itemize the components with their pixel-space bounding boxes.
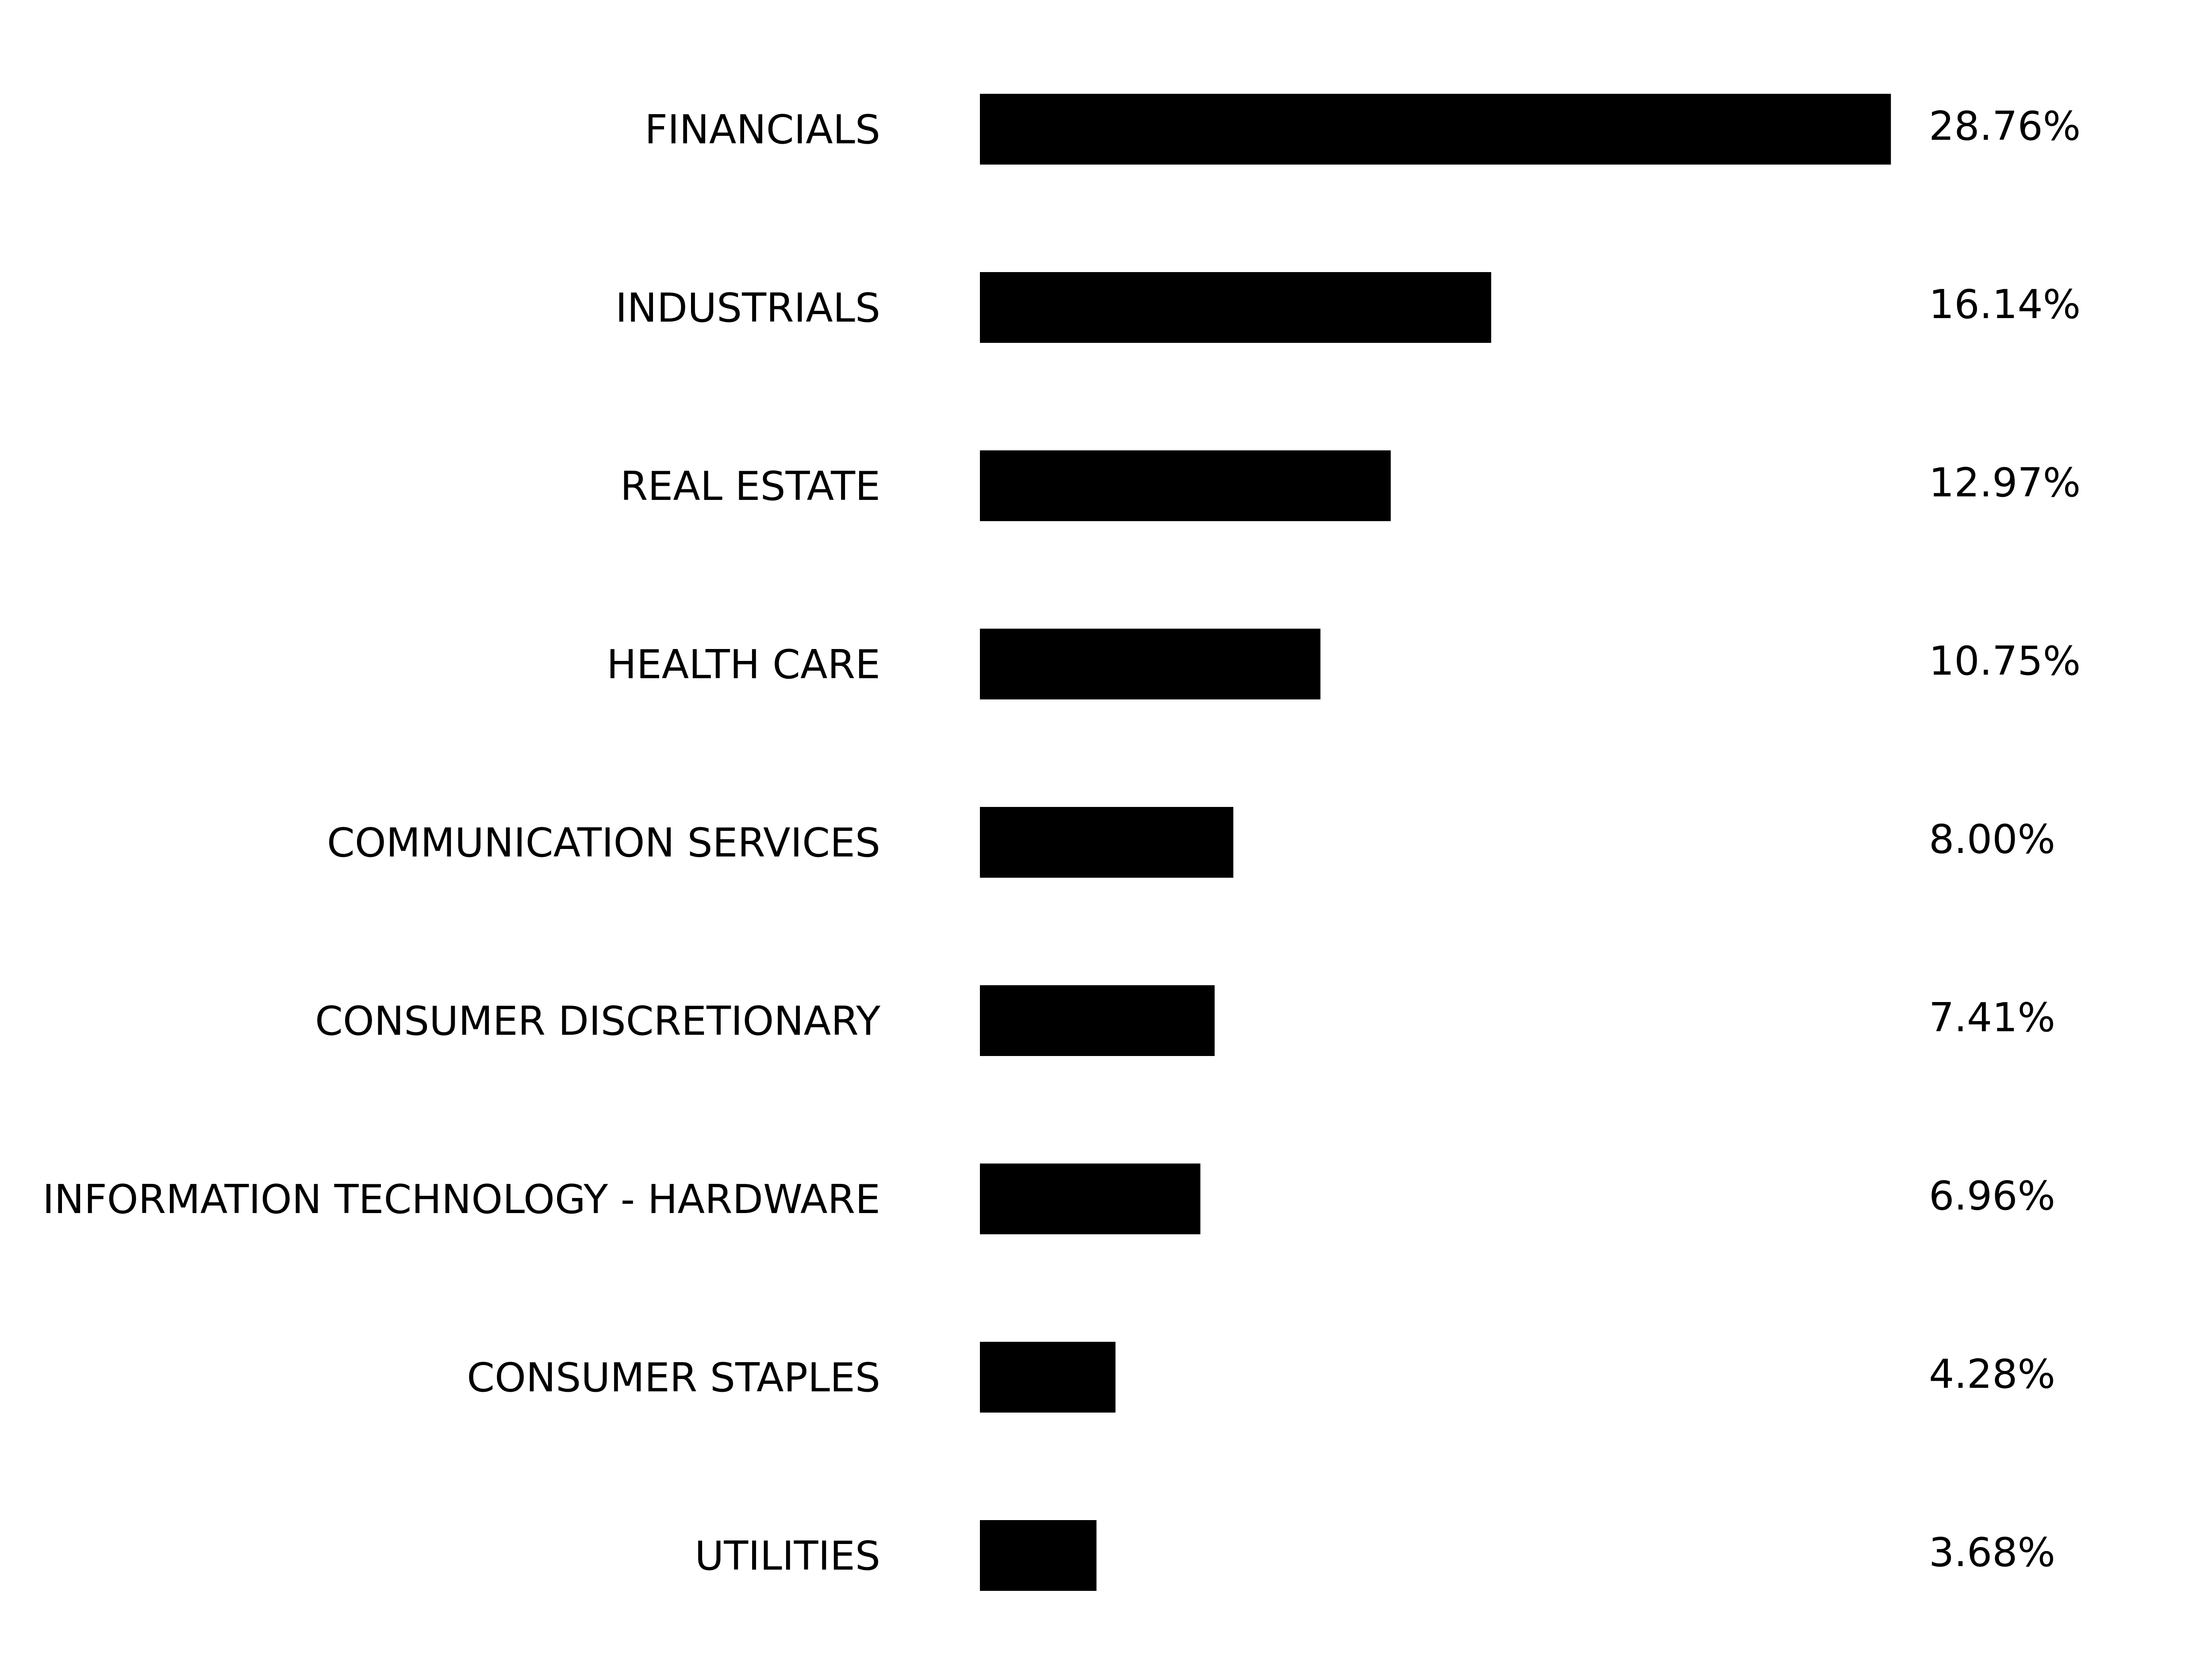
value-label: 6.96% <box>1929 1173 2055 1219</box>
bar <box>980 1342 1116 1413</box>
bar <box>980 1164 1201 1234</box>
bars-layer <box>980 94 1891 1591</box>
category-labels-layer: FINANCIALS INDUSTRIALS REAL ESTATE HEALTH C… <box>42 107 881 1579</box>
value-label: 3.68% <box>1929 1529 2055 1576</box>
category-label: CONSUMER DISCRETIONARY <box>315 998 881 1045</box>
category-label: REAL ESTATE <box>620 463 880 510</box>
category-label: UTILITIES <box>695 1533 880 1579</box>
bar <box>980 985 1215 1056</box>
category-label: COMMUNICATION SERVICES <box>327 820 880 866</box>
value-label: 28.76% <box>1929 103 2081 150</box>
bar <box>980 629 1321 699</box>
value-label: 8.00% <box>1929 816 2055 863</box>
category-label: FINANCIALS <box>645 107 880 153</box>
bar <box>980 450 1391 521</box>
category-label: INFORMATION TECHNOLOGY - HARDWARE <box>42 1176 880 1223</box>
bar <box>980 272 1491 343</box>
bar <box>980 1520 1097 1591</box>
bar <box>980 94 1891 165</box>
value-label: 12.97% <box>1929 460 2081 506</box>
category-label: INDUSTRIALS <box>615 285 880 331</box>
category-label: HEALTH CARE <box>607 641 880 688</box>
value-label: 7.41% <box>1929 995 2055 1041</box>
category-label: CONSUMER STAPLES <box>467 1355 880 1401</box>
value-labels-layer: 28.76% 16.14% 12.97% 10.75% 8.00% 7.41% 6.96% 4… <box>1929 103 2081 1576</box>
value-label: 10.75% <box>1929 638 2081 684</box>
value-label: 16.14% <box>1929 281 2081 328</box>
bar <box>980 807 1233 878</box>
value-label: 4.28% <box>1929 1351 2055 1398</box>
